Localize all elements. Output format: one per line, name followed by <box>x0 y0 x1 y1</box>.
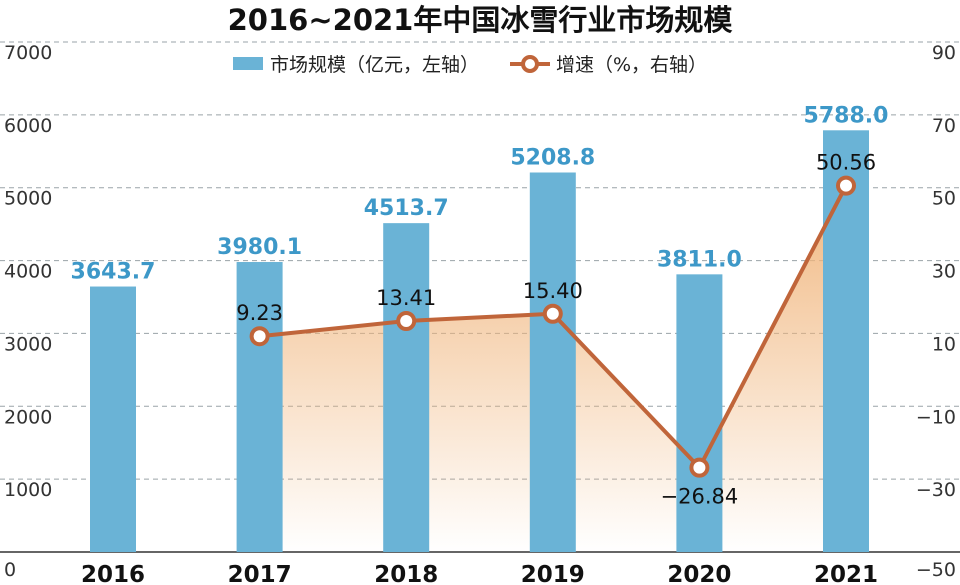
bar <box>90 286 136 552</box>
y-right-tick-label: −30 <box>916 479 956 501</box>
x-tick-label: 2016 <box>81 562 145 585</box>
y-left-tick-label: 7000 <box>4 42 52 64</box>
y-left-tick-label: 6000 <box>4 115 52 137</box>
y-right-tick-label: 70 <box>932 115 956 137</box>
y-left-tick-label: 1000 <box>4 479 52 501</box>
x-tick-label: 2021 <box>814 562 878 585</box>
growth-point <box>396 311 417 332</box>
y-right-tick-label: 50 <box>932 188 956 210</box>
y-left-tick-label: 2000 <box>4 406 52 428</box>
bar-layer <box>90 130 869 552</box>
bar <box>676 274 723 552</box>
bar-data-label: 3643.7 <box>71 260 156 285</box>
x-tick-label: 2019 <box>521 562 585 585</box>
legend-swatch-bar <box>233 57 263 70</box>
legend-label-bar: 市场规模（亿元，左轴） <box>270 54 479 76</box>
y-right-tick-label: 90 <box>932 42 956 64</box>
y-left-tick-label: 4000 <box>4 261 52 283</box>
legend-label-line: 增速（%，右轴） <box>556 54 707 76</box>
y-left-tick-label: 3000 <box>4 333 52 355</box>
y-right-tick-label: −50 <box>916 559 956 581</box>
bar-data-label: 4513.7 <box>364 196 449 221</box>
bar <box>236 262 283 552</box>
line-layer <box>249 175 856 478</box>
label-layer: 3643.7 3980.1 4513.7 5208.8 3811.0 5788.0 9.23… <box>71 103 889 508</box>
legend: 市场规模（亿元，左轴） 增速（%，右轴） <box>233 54 707 76</box>
y-right-tick-label: 10 <box>932 333 956 355</box>
bar <box>529 172 576 552</box>
bar-data-label: 5788.0 <box>804 103 889 128</box>
bar-data-label: 5208.8 <box>510 146 595 171</box>
x-tick-label: 2017 <box>228 562 292 585</box>
y-right-tick-label: 30 <box>932 261 956 283</box>
y-right-tick-label: −10 <box>916 406 956 428</box>
growth-point <box>249 326 270 347</box>
axis-layer: 0 1000 2000 3000 4000 5000 6000 7000 −50 −30 −10 10… <box>4 42 956 585</box>
growth-data-label: 13.41 <box>376 286 436 310</box>
bar <box>823 130 869 552</box>
y-left-tick-label: 0 <box>4 559 16 581</box>
x-tick-label: 2018 <box>374 562 438 585</box>
growth-point <box>542 303 563 324</box>
y-left-tick-label: 5000 <box>4 188 52 210</box>
legend-swatch-marker <box>521 55 539 73</box>
chart-title: 2016~2021年中国冰雪行业市场规模 <box>228 3 734 37</box>
bar-data-label: 3811.0 <box>657 247 742 272</box>
bar <box>383 223 430 552</box>
growth-point <box>836 175 856 196</box>
growth-data-label: −26.84 <box>661 485 739 509</box>
growth-data-label: 9.23 <box>236 301 283 325</box>
growth-data-label: 15.40 <box>523 279 583 303</box>
growth-data-label: 50.56 <box>816 151 876 175</box>
bar-data-label: 3980.1 <box>217 235 302 260</box>
growth-point <box>689 457 710 478</box>
x-tick-label: 2020 <box>667 562 731 585</box>
